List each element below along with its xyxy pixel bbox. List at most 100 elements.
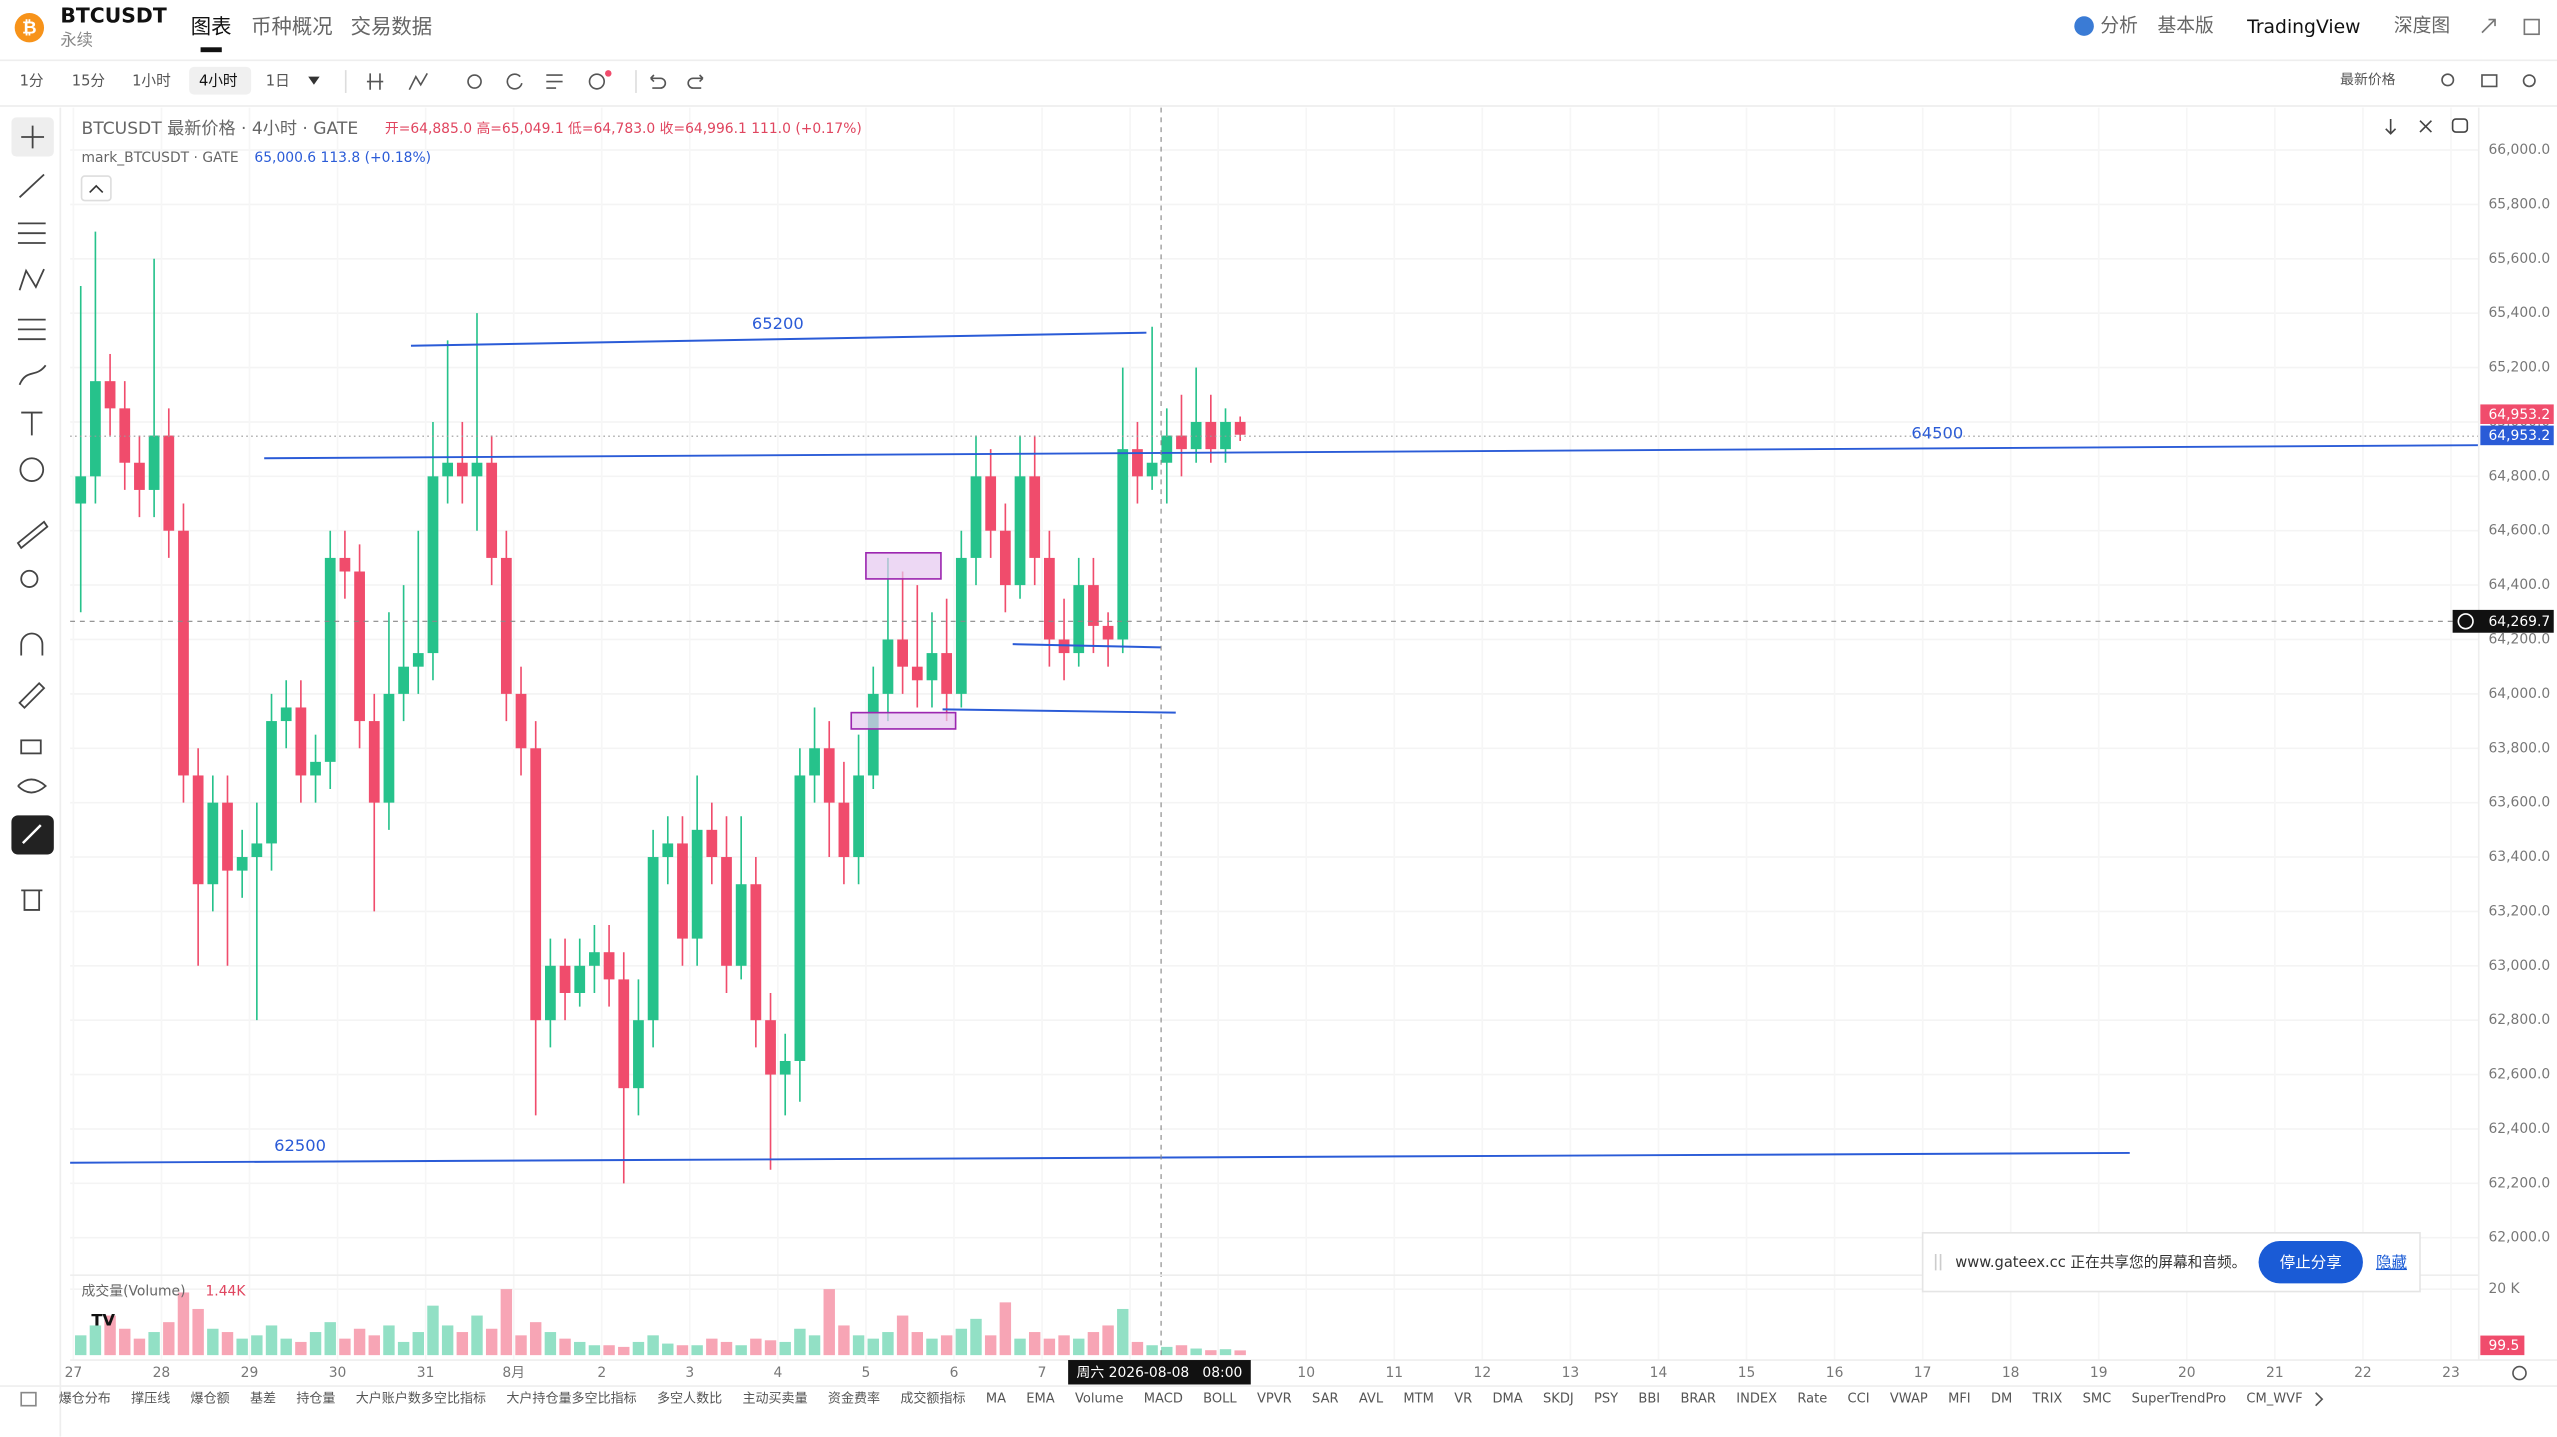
indicator-tab[interactable]: 主动买卖量 bbox=[742, 1392, 807, 1407]
interval[interactable]: 1分 bbox=[20, 73, 44, 90]
window-icon[interactable] bbox=[2523, 18, 2540, 36]
indicator-tab[interactable]: VR bbox=[1454, 1392, 1472, 1407]
indicator-tab[interactable]: MTM bbox=[1403, 1392, 1433, 1407]
indicator-tab[interactable]: 持仓量 bbox=[296, 1392, 335, 1407]
indicator-tab[interactable]: 爆仓额 bbox=[191, 1392, 230, 1407]
alert-icon[interactable] bbox=[467, 74, 482, 89]
indicator-tab[interactable]: 多空人数比 bbox=[657, 1391, 722, 1407]
tool-lock-draw[interactable] bbox=[18, 682, 46, 710]
indicator-tab[interactable]: DM bbox=[1991, 1392, 2012, 1407]
replay-icon[interactable] bbox=[506, 73, 523, 90]
tool-ruler[interactable] bbox=[16, 520, 49, 550]
indicator-tab[interactable]: CCI bbox=[1848, 1392, 1870, 1407]
interval[interactable]: 1日 bbox=[266, 73, 290, 90]
pane-down[interactable] bbox=[2385, 119, 2397, 135]
expand-icon[interactable] bbox=[2481, 18, 2496, 34]
indicator-tab[interactable]: MA bbox=[986, 1392, 1006, 1407]
trend-line[interactable] bbox=[264, 444, 2479, 460]
tool-line[interactable] bbox=[18, 173, 45, 198]
indicator-tab[interactable]: 大户账户数多空比指标 bbox=[356, 1391, 486, 1407]
crosshair-add-icon[interactable] bbox=[2457, 613, 2474, 630]
settings-icon[interactable] bbox=[2522, 74, 2536, 88]
interval[interactable]: 1小时 bbox=[132, 73, 171, 90]
indicator-tab[interactable]: 资金费率 bbox=[828, 1391, 880, 1407]
indicator-tab[interactable]: BOLL bbox=[1203, 1392, 1237, 1407]
indicator-tab[interactable]: MFI bbox=[1948, 1392, 1971, 1407]
tool-channel[interactable] bbox=[17, 222, 46, 244]
tool-lock[interactable] bbox=[20, 739, 42, 755]
menu-item[interactable]: 基本版 bbox=[2157, 15, 2214, 37]
tab[interactable]: 交易数据 bbox=[351, 15, 433, 39]
tool-magnet[interactable] bbox=[20, 632, 44, 656]
search-icon[interactable] bbox=[2441, 73, 2455, 87]
undo-icon[interactable] bbox=[650, 74, 667, 89]
hide-link[interactable]: 隐藏 bbox=[2376, 1254, 2407, 1272]
tool-delete[interactable] bbox=[21, 889, 43, 911]
indicator-tab[interactable]: SuperTrendPro bbox=[2132, 1392, 2227, 1407]
indicator-tab[interactable]: SAR bbox=[1312, 1392, 1338, 1407]
add-icon[interactable] bbox=[588, 73, 606, 90]
volume-bar bbox=[706, 1338, 718, 1356]
candle-type-icon[interactable] bbox=[366, 73, 384, 90]
indicator-tab[interactable]: 大户持仓量多空比指标 bbox=[506, 1391, 636, 1407]
menu-item[interactable]: 深度图 bbox=[2394, 15, 2450, 37]
indicator-tab[interactable]: TRIX bbox=[2032, 1392, 2063, 1407]
indicator-tab[interactable]: PSY bbox=[1594, 1392, 1618, 1407]
volume-bar bbox=[207, 1328, 219, 1356]
collapse-button[interactable] bbox=[80, 175, 112, 202]
indicator-tab[interactable]: 基差 bbox=[250, 1392, 276, 1407]
redo-icon[interactable] bbox=[687, 74, 704, 89]
symbol[interactable]: BTCUSDT bbox=[60, 3, 167, 27]
menu-item[interactable]: TradingView bbox=[2246, 17, 2360, 38]
tab[interactable]: 图表 bbox=[191, 15, 232, 39]
indicator-tab[interactable]: SMC bbox=[2083, 1392, 2112, 1407]
indicator-tab[interactable]: MACD bbox=[1144, 1392, 1183, 1407]
indicator-tab[interactable]: 爆仓分布 bbox=[59, 1392, 111, 1407]
indicator-tab[interactable]: AVL bbox=[1359, 1392, 1384, 1407]
trend-line[interactable] bbox=[70, 1151, 2130, 1164]
indicator-tab[interactable]: 撑压线 bbox=[131, 1392, 170, 1407]
stop-share-button[interactable] bbox=[2258, 1240, 2363, 1284]
interval[interactable]: 15分 bbox=[72, 73, 106, 90]
indicator-tab[interactable]: SKDJ bbox=[1543, 1392, 1574, 1407]
tool-fib[interactable] bbox=[17, 318, 46, 341]
template-icon[interactable] bbox=[546, 74, 563, 89]
tool-emoji[interactable] bbox=[19, 457, 45, 482]
camera-icon[interactable] bbox=[2481, 74, 2498, 88]
indicator-tab[interactable]: INDEX bbox=[1736, 1392, 1777, 1407]
indicator-tab[interactable]: DMA bbox=[1492, 1392, 1522, 1407]
indicator-tab[interactable]: EMA bbox=[1026, 1392, 1054, 1407]
indicator-tab[interactable]: VPVR bbox=[1257, 1392, 1292, 1407]
trend-line[interactable] bbox=[942, 708, 1176, 714]
indicator-tab[interactable]: BBI bbox=[1638, 1392, 1660, 1407]
tool-visibility[interactable] bbox=[17, 778, 48, 794]
tool-zoom[interactable] bbox=[20, 569, 39, 588]
pane-maximize[interactable] bbox=[2419, 120, 2433, 133]
pane-restore[interactable] bbox=[2451, 118, 2469, 133]
drag-handle[interactable] bbox=[1934, 1254, 1942, 1271]
rectangle-drawing[interactable] bbox=[865, 552, 942, 580]
tool-text[interactable] bbox=[21, 411, 43, 436]
tab[interactable]: 币种概况 bbox=[251, 15, 333, 39]
tool-brush[interactable] bbox=[18, 364, 47, 386]
scroll-right[interactable] bbox=[2315, 1392, 2324, 1407]
indicator-tab[interactable]: Rate bbox=[1797, 1392, 1827, 1407]
indicator-tab[interactable]: Volume bbox=[1075, 1392, 1123, 1407]
trend-line[interactable] bbox=[410, 331, 1147, 347]
indicator-tab[interactable]: CM_WVF bbox=[2246, 1392, 2302, 1407]
price-mode[interactable]: 最新价格 bbox=[2340, 72, 2396, 88]
indicator-panel-icon[interactable] bbox=[20, 1391, 37, 1407]
indicator-tab[interactable]: VWAP bbox=[1890, 1392, 1928, 1407]
tool-pattern[interactable] bbox=[18, 268, 45, 291]
tool-crosshair[interactable] bbox=[21, 125, 45, 149]
menu-item[interactable]: 分析 bbox=[2100, 15, 2138, 37]
axis-settings-icon[interactable] bbox=[2512, 1365, 2527, 1381]
interval[interactable]: 4小时 bbox=[199, 73, 238, 90]
volume-bar bbox=[1219, 1349, 1232, 1356]
indicator-icon[interactable] bbox=[408, 72, 428, 91]
dropdown-icon[interactable] bbox=[308, 76, 320, 85]
trend-line[interactable] bbox=[1012, 643, 1162, 649]
rectangle-drawing[interactable] bbox=[850, 711, 957, 730]
indicator-tab[interactable]: 成交额指标 bbox=[900, 1391, 965, 1407]
indicator-tab[interactable]: BRAR bbox=[1680, 1392, 1715, 1407]
